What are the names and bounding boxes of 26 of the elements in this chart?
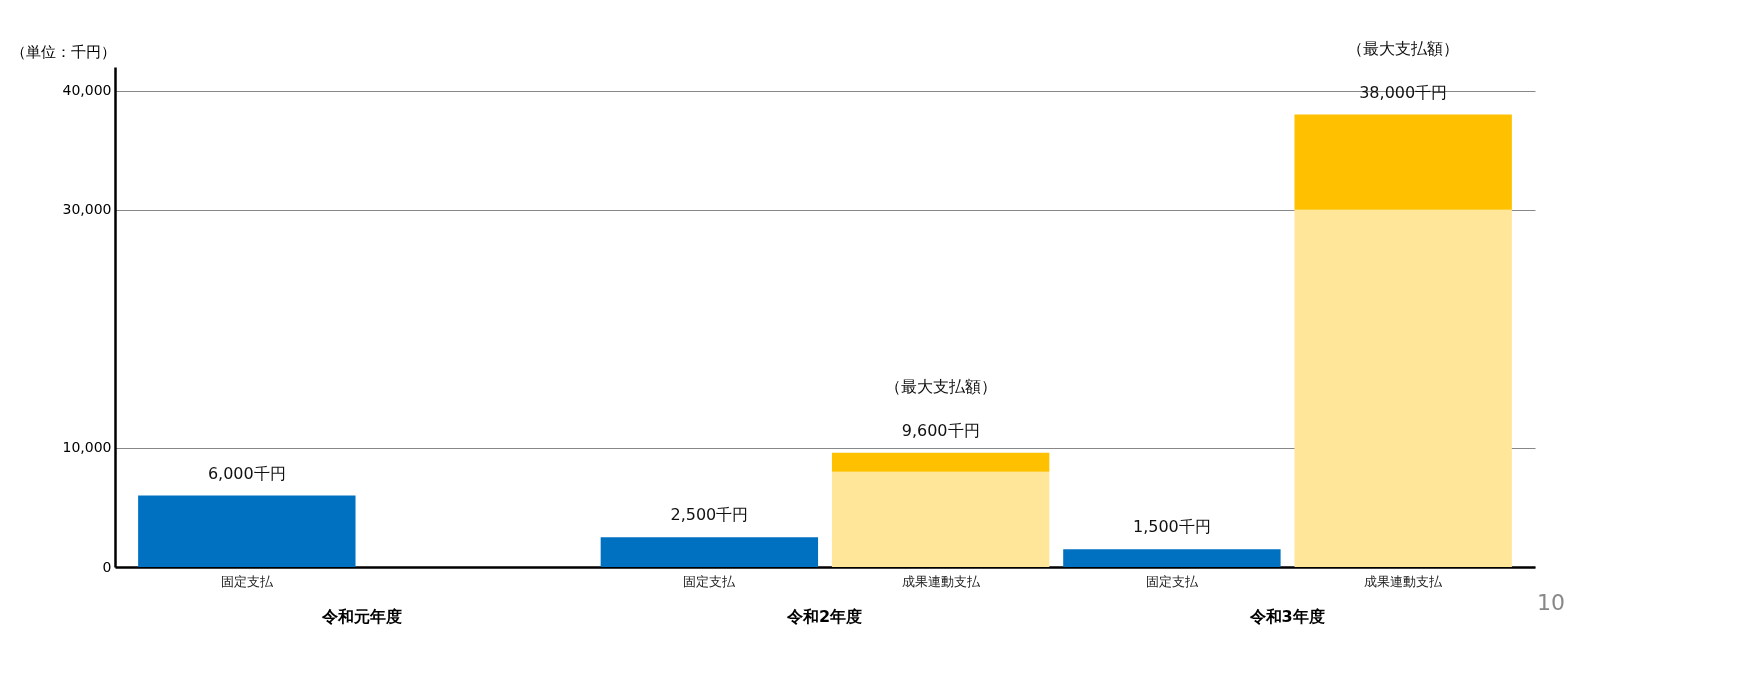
bar — [1063, 549, 1281, 567]
bar — [600, 537, 819, 567]
y-tick-label: 40,000 — [62, 82, 112, 99]
y-tick-label: 30,000 — [62, 201, 112, 218]
total-label: 2,500千円 — [670, 505, 749, 525]
text: （最大支払額） 38,000千円 — [1347, 38, 1460, 102]
text: 令和元年度 — [321, 607, 403, 626]
x-tick-label: 固定支払 — [683, 573, 737, 589]
x-tick-label: 固定支払 — [1145, 573, 1199, 589]
x-tick-label: 固定支払 — [220, 573, 274, 589]
y-axis-title: （単位：千円） — [10, 42, 116, 61]
bar — [831, 471, 1050, 567]
total-label: 1,500千円 — [1133, 517, 1211, 537]
bar — [1294, 114, 1512, 210]
x-tick-label: 成果連動支払 — [901, 573, 981, 589]
bar — [138, 495, 356, 567]
y-tick-label: 10,000 — [62, 439, 112, 456]
bar — [831, 452, 1050, 472]
text: 10 — [1537, 590, 1565, 615]
text: （最大支払額） 9,600千円 — [884, 376, 997, 440]
y-tick-label: 0 — [102, 558, 112, 575]
total-label: 6,000千円 — [207, 463, 286, 483]
text: 令和2年度 — [786, 607, 863, 626]
text: 令和3年度 — [1248, 607, 1325, 626]
bar — [1294, 209, 1512, 567]
x-tick-label: 成果連動支払 — [1364, 573, 1444, 589]
